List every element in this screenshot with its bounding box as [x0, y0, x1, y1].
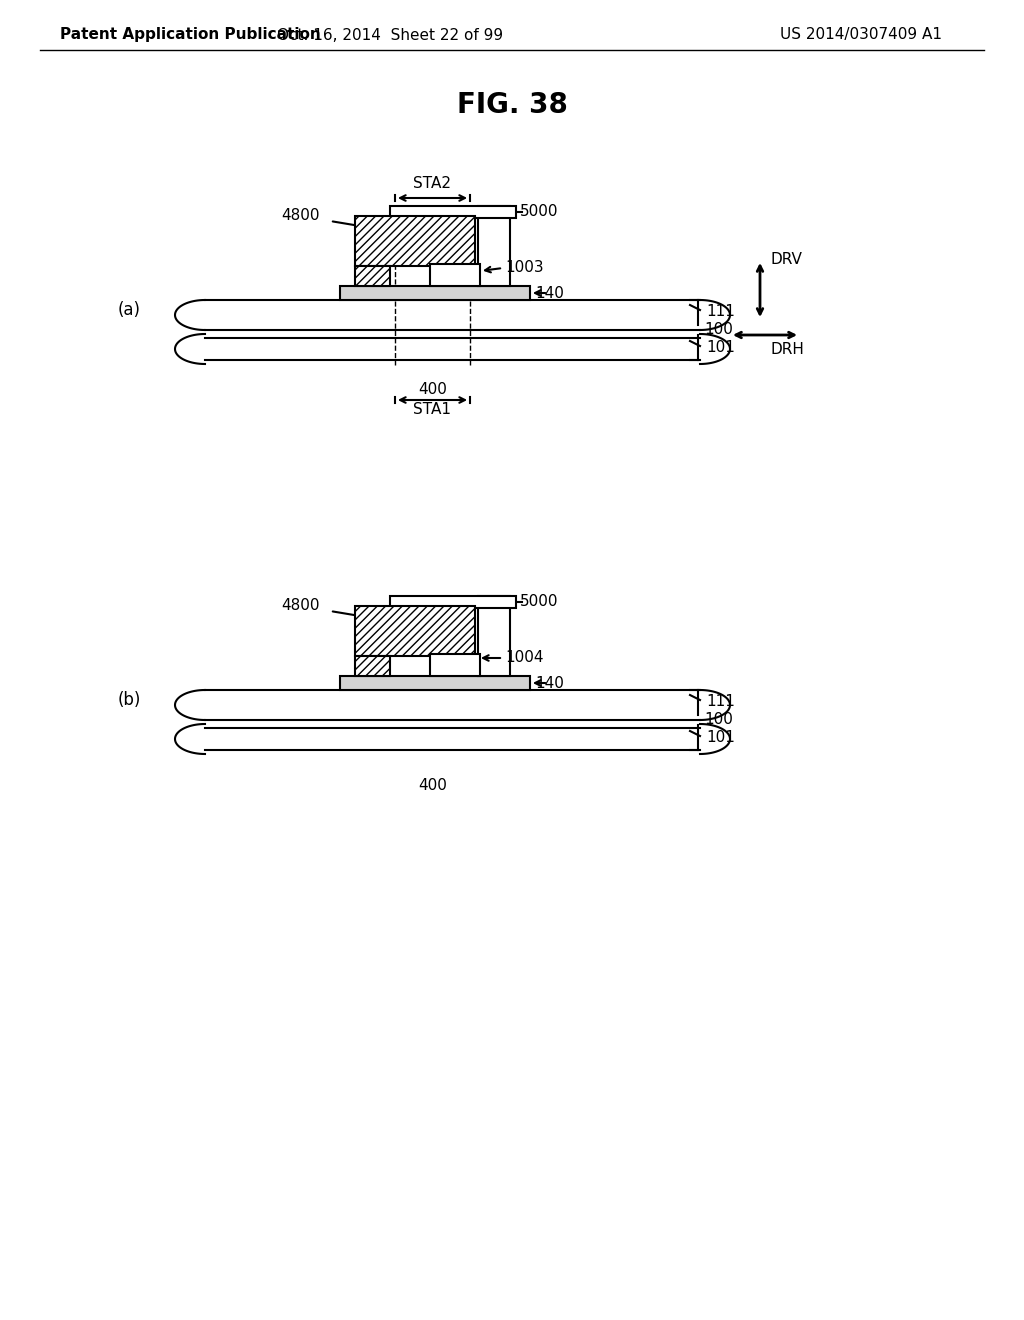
Text: 1003: 1003	[505, 260, 544, 276]
Bar	[355, 656, 390, 676]
Bar	[478, 206, 510, 286]
Bar	[430, 264, 480, 286]
Text: DRH: DRH	[770, 342, 804, 358]
Text: (b): (b)	[118, 690, 141, 709]
Text: US 2014/0307409 A1: US 2014/0307409 A1	[780, 28, 942, 42]
Text: 4800: 4800	[282, 598, 319, 614]
Text: 111: 111	[706, 694, 735, 710]
Bar	[355, 267, 390, 286]
Text: 5000: 5000	[520, 203, 558, 219]
Text: STA2: STA2	[414, 177, 452, 191]
Bar	[355, 606, 475, 656]
Text: 1004: 1004	[505, 651, 544, 665]
Text: 140: 140	[535, 285, 564, 301]
Text: 400: 400	[418, 383, 446, 397]
Text: 4800: 4800	[282, 209, 319, 223]
Text: 5000: 5000	[520, 594, 558, 609]
Text: 400: 400	[418, 777, 446, 792]
Bar	[430, 653, 480, 676]
Text: 100: 100	[705, 322, 733, 338]
Bar	[390, 597, 516, 609]
Text: Patent Application Publication: Patent Application Publication	[60, 28, 321, 42]
Text: Oct. 16, 2014  Sheet 22 of 99: Oct. 16, 2014 Sheet 22 of 99	[276, 28, 503, 42]
Text: 101: 101	[706, 730, 735, 746]
Bar	[478, 597, 510, 676]
Text: 101: 101	[706, 341, 735, 355]
Bar	[340, 286, 530, 300]
Text: (a): (a)	[118, 301, 141, 319]
Bar	[390, 206, 516, 218]
Bar	[355, 216, 475, 267]
Text: 140: 140	[535, 676, 564, 690]
Text: DRV: DRV	[770, 252, 802, 268]
Text: FIG. 38: FIG. 38	[457, 91, 567, 119]
Text: STA1: STA1	[414, 403, 452, 417]
Bar	[340, 676, 530, 690]
Text: 111: 111	[706, 305, 735, 319]
Text: 100: 100	[705, 713, 733, 727]
